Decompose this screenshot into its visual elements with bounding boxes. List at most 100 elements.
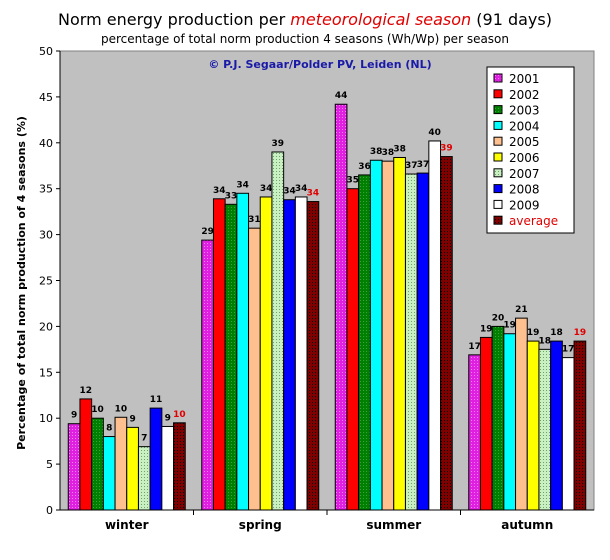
y-tick-label: 15 <box>39 366 53 379</box>
chart-title-highlight: meteorological season <box>290 10 472 29</box>
legend-swatch-2002 <box>493 89 503 99</box>
value-label-summer-2008: 37 <box>417 160 430 170</box>
legend-swatch-2009 <box>493 199 503 209</box>
value-label-winter-2007: 7 <box>141 434 147 444</box>
x-axis: winter spring summer autumn <box>60 509 594 532</box>
y-axis-label: Percentage of total norm production of 4… <box>15 116 28 450</box>
value-label-summer-2001: 44 <box>335 91 348 101</box>
value-label-winter-2002: 12 <box>80 386 93 396</box>
bar-summer-2002 <box>346 188 360 511</box>
legend-label-2007: 2007 <box>509 167 540 181</box>
bar-autumn-2004 <box>503 333 517 511</box>
bar-winter-2003 <box>91 417 104 511</box>
legend-label-2003: 2003 <box>509 104 540 118</box>
y-axis: 0 5 10 15 20 25 30 35 40 45 50 <box>39 45 61 517</box>
legend-label-2005: 2005 <box>509 135 540 149</box>
bars <box>67 103 587 511</box>
legend-swatch-2008 <box>493 184 503 194</box>
value-label-winter-2005: 10 <box>115 404 128 414</box>
bar-spring-2002 <box>212 198 226 511</box>
legend-label-average: average <box>509 214 558 228</box>
bar-autumn-2006 <box>526 340 540 511</box>
category-label-autumn: autumn <box>501 518 553 532</box>
bar-winter-2004 <box>102 436 116 511</box>
value-label-summer-2006: 38 <box>393 144 406 154</box>
legend-label-2009: 2009 <box>509 198 540 212</box>
value-label-spring-2005: 31 <box>248 215 261 225</box>
y-tick-label: 10 <box>39 412 53 425</box>
legend-swatch-2005 <box>493 136 503 146</box>
bar-spring-2009 <box>294 196 308 511</box>
legend-swatch-2007 <box>493 168 503 178</box>
value-label-autumn-2006: 19 <box>527 328 540 338</box>
legend-swatch-2006 <box>493 152 503 162</box>
chart-title-suffix: (91 days) <box>471 10 552 29</box>
y-tick-label: 50 <box>39 45 53 58</box>
value-label-winter-2004: 8 <box>106 424 112 434</box>
legend-label-2006: 2006 <box>509 151 540 165</box>
chart-title-prefix: Norm energy production per <box>58 10 291 29</box>
value-label-summer-2003: 36 <box>358 162 371 172</box>
value-label-autumn-2001: 17 <box>468 342 481 352</box>
bar-winter-2006 <box>126 426 139 511</box>
legend-swatch-average <box>493 215 503 225</box>
value-label-winter-average: 10 <box>173 410 186 420</box>
value-label-winter-2001: 9 <box>71 411 77 421</box>
bar-autumn-2009 <box>561 357 575 511</box>
y-tick-label: 5 <box>46 458 53 471</box>
legend-label-2004: 2004 <box>509 119 540 133</box>
category-label-summer: summer <box>366 518 421 532</box>
bar-winter-2001 <box>67 423 81 511</box>
value-label-summer-2007: 37 <box>405 161 418 171</box>
value-label-autumn-2009: 17 <box>562 345 575 355</box>
bar-autumn-2001 <box>468 354 481 511</box>
value-label-spring-2007: 39 <box>272 139 285 149</box>
bar-spring-2005 <box>248 227 261 511</box>
bar-spring-2008 <box>283 199 296 511</box>
bar-spring-average <box>306 201 320 511</box>
bar-autumn-average <box>573 340 587 511</box>
bar-autumn-2002 <box>479 336 493 511</box>
bar-autumn-2007 <box>538 348 552 511</box>
bar-spring-2003 <box>224 203 238 511</box>
bar-winter-2009 <box>161 425 175 511</box>
bar-summer-2004 <box>369 159 383 511</box>
value-label-winter-2008: 11 <box>150 395 163 405</box>
legend-swatch-2001 <box>493 73 503 83</box>
bar-winter-2007 <box>137 446 151 511</box>
bar-winter-average <box>173 422 186 511</box>
value-label-summer-2002: 35 <box>347 176 360 186</box>
value-label-autumn-average: 19 <box>574 328 587 338</box>
value-label-winter-2009: 9 <box>165 413 171 423</box>
bar-spring-2006 <box>259 196 273 511</box>
bar-summer-average <box>440 156 453 511</box>
legend-label-2008: 2008 <box>509 183 540 197</box>
value-label-autumn-2005: 21 <box>515 305 528 315</box>
bar-summer-2005 <box>381 160 395 511</box>
value-label-autumn-2003: 20 <box>492 313 505 323</box>
value-label-autumn-2007: 18 <box>539 336 552 346</box>
y-tick-label: 45 <box>39 91 53 104</box>
bar-spring-2001 <box>201 239 214 511</box>
legend-swatch-2003 <box>493 105 503 115</box>
value-label-autumn-2004: 19 <box>503 321 516 331</box>
copyright-credit: © P.J. Segaar/Polder PV, Leiden (NL) <box>208 58 431 71</box>
value-label-summer-2005: 38 <box>382 148 395 158</box>
bar-autumn-2005 <box>515 317 528 511</box>
value-label-summer-average: 39 <box>440 144 453 154</box>
value-label-summer-2004: 38 <box>370 147 383 157</box>
value-label-spring-2006: 34 <box>260 184 273 194</box>
y-tick-label: 20 <box>39 320 53 333</box>
value-label-spring-2002: 34 <box>213 186 226 196</box>
bar-autumn-2008 <box>550 340 563 511</box>
legend-swatch-2004 <box>493 120 503 130</box>
y-tick-label: 25 <box>39 275 53 288</box>
value-label-spring-2008: 34 <box>283 187 296 197</box>
chart-subtitle: percentage of total norm production 4 se… <box>101 32 509 46</box>
category-label-winter: winter <box>105 518 149 532</box>
value-label-winter-2006: 9 <box>129 414 135 424</box>
bar-winter-2008 <box>149 407 163 511</box>
